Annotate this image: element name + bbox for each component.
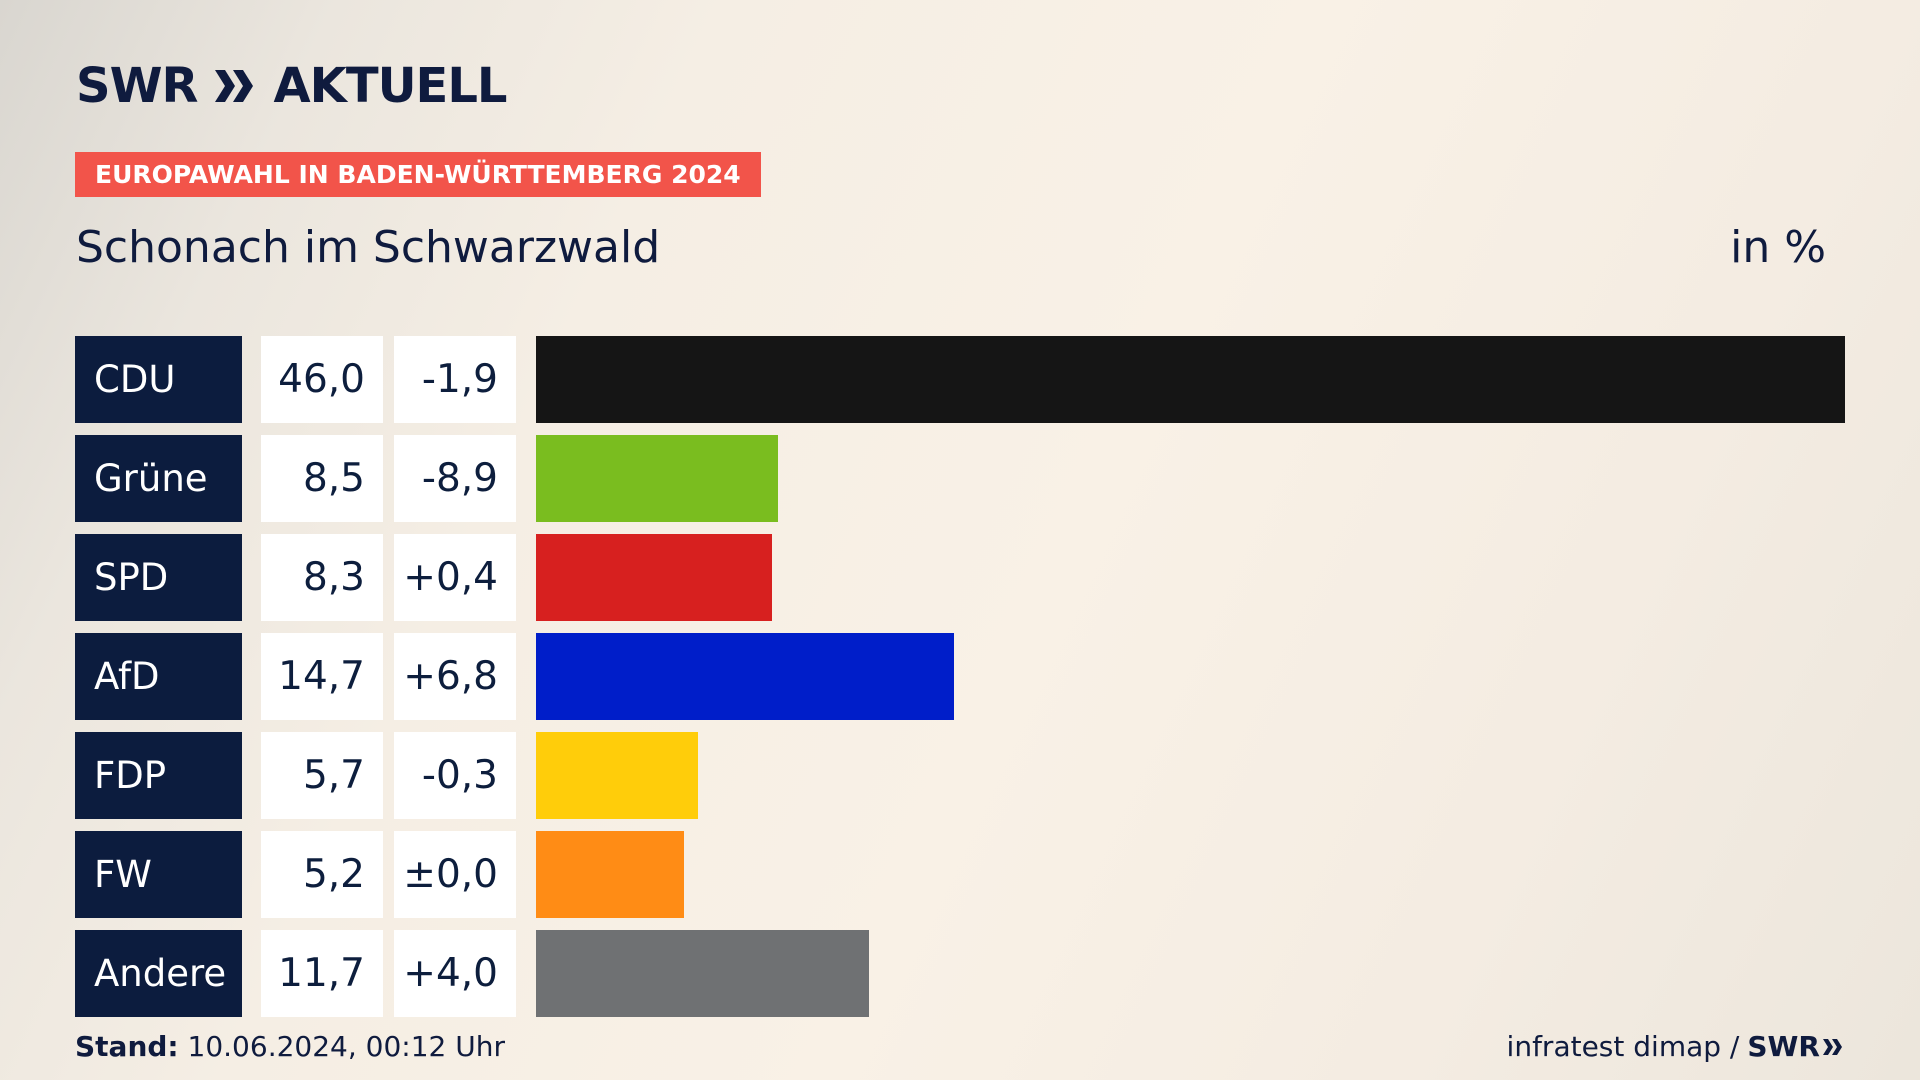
vote-share-label: 8,5 bbox=[261, 435, 383, 522]
change-label: -0,3 bbox=[394, 732, 516, 819]
change-label: +6,8 bbox=[394, 633, 516, 720]
unit-label: in % bbox=[1730, 222, 1826, 273]
vote-share-label: 5,2 bbox=[261, 831, 383, 918]
vote-share-label: 46,0 bbox=[261, 336, 383, 423]
bar bbox=[536, 336, 1845, 423]
party-label: FDP bbox=[75, 732, 242, 819]
vote-share-label: 14,7 bbox=[261, 633, 383, 720]
double-chevron-icon bbox=[1823, 1038, 1842, 1055]
source-brand: SWR bbox=[1747, 1030, 1820, 1063]
timestamp: Stand: 10.06.2024, 00:12 Uhr bbox=[75, 1030, 505, 1063]
double-chevron-icon bbox=[215, 70, 254, 102]
vote-share-label: 11,7 bbox=[261, 930, 383, 1017]
party-label: SPD bbox=[75, 534, 242, 621]
source-text: infratest dimap / bbox=[1506, 1030, 1740, 1063]
logo-brand: SWR bbox=[76, 58, 198, 114]
party-label: FW bbox=[75, 831, 242, 918]
change-label: -1,9 bbox=[394, 336, 516, 423]
source-brand-logo: SWR bbox=[1747, 1030, 1844, 1063]
bar bbox=[536, 633, 955, 720]
chart-subtitle: Schonach im Schwarzwald bbox=[76, 222, 661, 273]
vote-share-label: 8,3 bbox=[261, 534, 383, 621]
change-label: +4,0 bbox=[394, 930, 516, 1017]
vote-share-label: 5,7 bbox=[261, 732, 383, 819]
stand-value: 10.06.2024, 00:12 Uhr bbox=[187, 1030, 505, 1063]
change-label: ±0,0 bbox=[394, 831, 516, 918]
source-credit: infratest dimap / SWR bbox=[1507, 1030, 1844, 1063]
party-label: AfD bbox=[75, 633, 242, 720]
swr-aktuell-logo: SWR AKTUELL bbox=[76, 58, 508, 114]
change-label: -8,9 bbox=[394, 435, 516, 522]
party-label: CDU bbox=[75, 336, 242, 423]
change-label: +0,4 bbox=[394, 534, 516, 621]
party-label: Grüne bbox=[75, 435, 242, 522]
bar bbox=[536, 534, 773, 621]
bar bbox=[536, 732, 699, 819]
stand-label: Stand: bbox=[75, 1030, 179, 1063]
bar bbox=[536, 435, 778, 522]
bar bbox=[536, 930, 869, 1017]
logo-product: AKTUELL bbox=[273, 58, 507, 114]
bar bbox=[536, 831, 684, 918]
election-badge: EUROPAWAHL IN BADEN-WÜRTTEMBERG 2024 bbox=[75, 152, 761, 197]
party-label: Andere bbox=[75, 930, 242, 1017]
